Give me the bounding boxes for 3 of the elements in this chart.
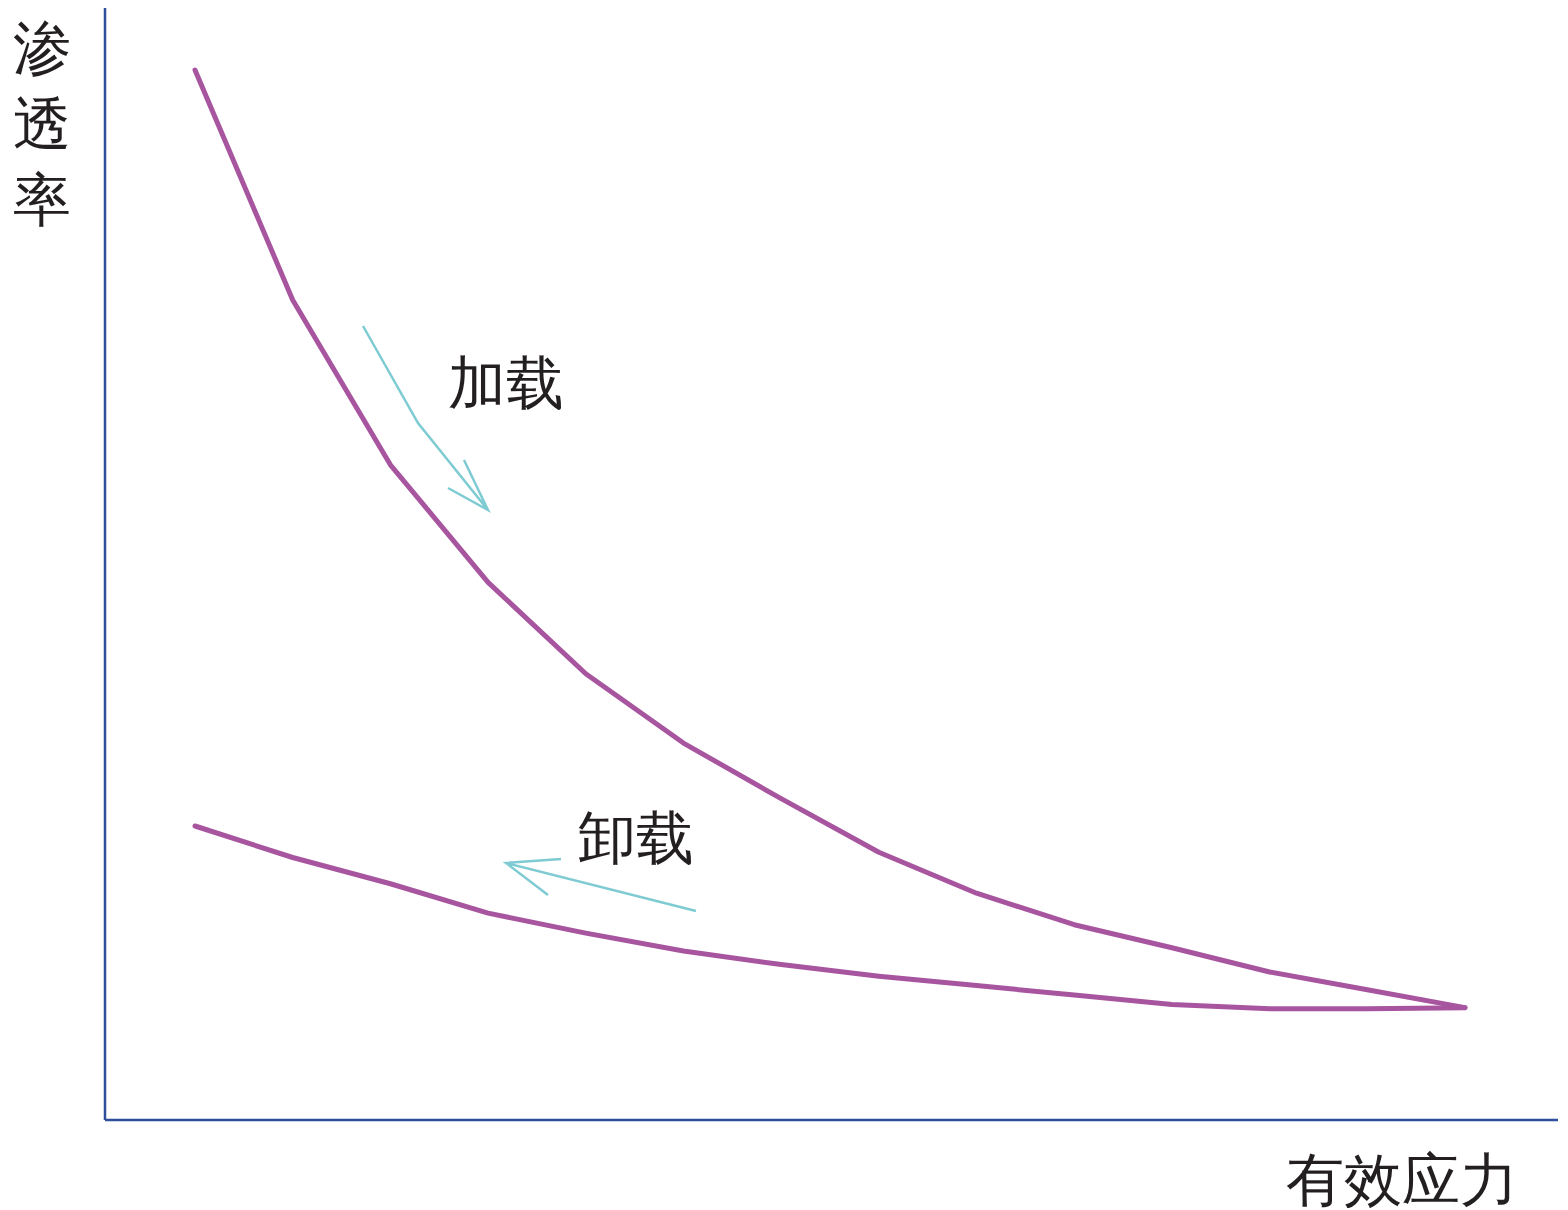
series-label: 加载 xyxy=(448,349,564,417)
series-label: 卸载 xyxy=(578,804,694,872)
y-axis-title: 渗透率 xyxy=(13,14,71,234)
